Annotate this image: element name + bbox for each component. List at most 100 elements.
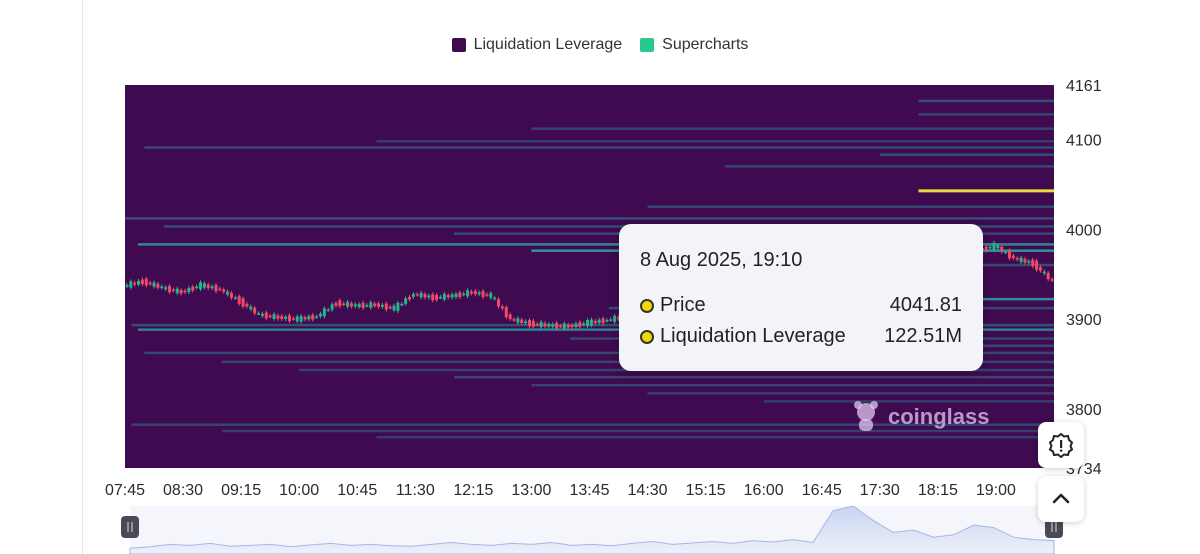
- liquidation-level: [724, 165, 1054, 168]
- candle: [446, 295, 450, 298]
- candle: [229, 292, 233, 298]
- candle: [377, 303, 381, 307]
- candle: [516, 318, 520, 323]
- chart-legend: Liquidation Leverage Supercharts: [0, 36, 1200, 54]
- candle: [396, 302, 400, 312]
- candle: [264, 312, 268, 319]
- candle: [392, 305, 396, 311]
- liquidation-level: [879, 153, 1054, 156]
- candle: [520, 319, 524, 324]
- candle: [388, 306, 392, 309]
- candle: [361, 302, 365, 308]
- candle: [210, 286, 214, 289]
- tooltip-price-label: Price: [660, 294, 706, 316]
- candle: [500, 306, 504, 309]
- liquidation-level: [144, 351, 1054, 355]
- candle: [326, 309, 330, 312]
- coinglass-watermark: coinglass: [850, 400, 989, 434]
- navigator-handle-grip: [121, 516, 139, 538]
- candle: [462, 293, 466, 296]
- candle: [148, 282, 152, 285]
- candle: [558, 325, 562, 328]
- candle: [249, 306, 253, 310]
- x-tick-label: 18:15: [918, 482, 958, 499]
- candle: [535, 323, 539, 326]
- x-tick-label: 14:30: [628, 482, 668, 499]
- candle: [1031, 259, 1035, 267]
- candle: [605, 320, 609, 322]
- candle: [187, 287, 191, 293]
- candle: [222, 289, 226, 292]
- chart-tooltip: 8 Aug 2025, 19:10 Price 4041.81 Liquidat…: [619, 224, 983, 371]
- candle: [373, 303, 377, 307]
- candle: [280, 315, 284, 320]
- candle: [1046, 272, 1050, 280]
- chevron-up-icon: [1052, 493, 1070, 504]
- candle: [125, 285, 129, 287]
- candle: [601, 318, 605, 324]
- candle: [353, 304, 357, 307]
- candle: [214, 285, 218, 292]
- liquidation-level: [763, 400, 1054, 403]
- candle: [291, 318, 295, 320]
- liquidation-level: [137, 243, 1054, 246]
- liquidation-level: [131, 423, 1054, 426]
- navigator-left-handle[interactable]: [121, 516, 139, 538]
- candle: [226, 291, 230, 295]
- candle: [1023, 258, 1027, 263]
- candle: [597, 319, 601, 323]
- scroll-top-button[interactable]: [1038, 476, 1084, 522]
- liquidation-level: [918, 113, 1054, 116]
- x-tick-label: 10:45: [337, 482, 377, 499]
- y-tick-label: 3900: [1066, 312, 1102, 329]
- alert-button[interactable]: [1038, 422, 1084, 468]
- candle: [198, 282, 202, 290]
- candle: [299, 315, 303, 322]
- liquidation-level: [137, 328, 1054, 331]
- candle: [253, 307, 257, 314]
- candle: [574, 323, 578, 327]
- candle: [303, 317, 307, 320]
- candle: [191, 286, 195, 291]
- y-tick-label: 4100: [1066, 133, 1102, 150]
- legend-item-liquidation-leverage[interactable]: Liquidation Leverage: [451, 36, 622, 54]
- candle: [442, 293, 446, 300]
- candle: [284, 316, 288, 320]
- liquidation-level: [125, 217, 1054, 220]
- candle: [129, 281, 133, 288]
- liquidation-level: [531, 383, 1054, 387]
- x-tick-label: 10:00: [279, 482, 319, 499]
- candle: [566, 324, 570, 328]
- candle: [609, 319, 613, 321]
- candle: [497, 299, 501, 307]
- candle: [346, 301, 350, 307]
- legend-swatch-supercharts: [640, 38, 655, 52]
- candle: [469, 291, 473, 294]
- candle: [485, 294, 489, 296]
- candle: [237, 296, 241, 304]
- liquidation-level: [454, 375, 1054, 379]
- candle: [613, 315, 617, 322]
- liquidation-level: [918, 99, 1054, 103]
- legend-item-supercharts[interactable]: Supercharts: [640, 36, 748, 54]
- x-tick-label: 08:30: [163, 482, 203, 499]
- candle: [137, 280, 141, 285]
- candle: [171, 289, 175, 292]
- candle: [504, 307, 508, 318]
- candle: [589, 319, 593, 326]
- x-tick-label: 16:45: [802, 482, 842, 499]
- candle: [1050, 279, 1054, 281]
- candle: [450, 294, 454, 298]
- candle: [466, 290, 470, 297]
- candle: [160, 286, 164, 288]
- candle: [586, 320, 590, 327]
- candle: [175, 288, 179, 294]
- candle: [133, 282, 137, 285]
- x-tick-label: 16:00: [744, 482, 784, 499]
- candle: [342, 303, 346, 305]
- tooltip-price-value: 4041.81: [889, 294, 962, 316]
- x-tick-label: 13:45: [569, 482, 609, 499]
- candle: [268, 315, 272, 318]
- candle: [531, 320, 535, 327]
